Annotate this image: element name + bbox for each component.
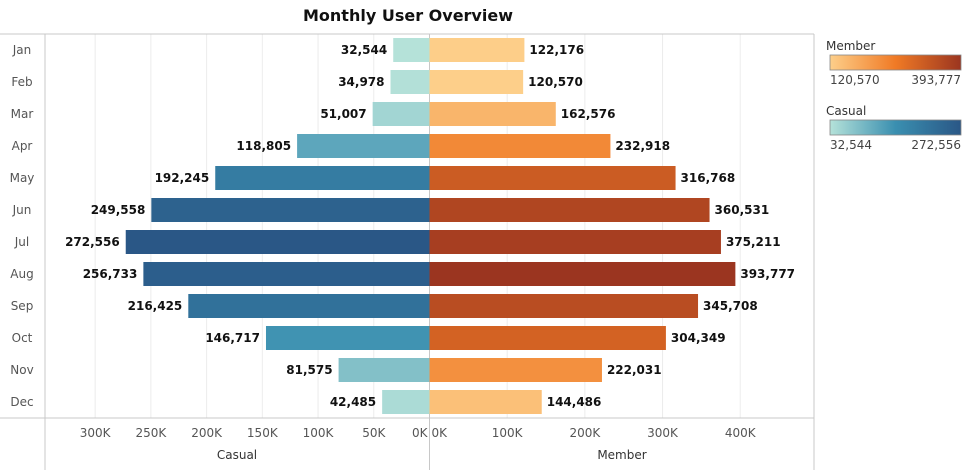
member-tick-label: 200K [569,426,601,440]
member-bar [429,262,736,286]
casual-bar [215,166,430,190]
legend-member-min: 120,570 [830,73,880,87]
member-bar [429,166,676,190]
member-value-label: 360,531 [715,203,770,217]
casual-value-label: 118,805 [236,139,291,153]
member-bar [429,294,699,318]
month-label: Jun [12,203,32,217]
month-label: Aug [10,267,33,281]
legend-member-ramp [829,54,962,71]
legend-casual-max: 272,556 [911,138,961,152]
casual-bar [382,390,430,414]
legend-member: Member 120,570 393,777 [826,39,962,87]
member-axis-label: Member [597,448,646,462]
casual-value-label: 42,485 [330,395,376,409]
casual-bar [125,230,430,254]
month-label: Dec [10,395,33,409]
member-value-label: 345,708 [703,299,758,313]
casual-bar [188,294,430,318]
member-value-label: 232,918 [615,139,670,153]
member-tick-label: 400K [725,426,757,440]
member-value-label: 316,768 [681,171,736,185]
member-bar [429,38,525,62]
grid-layer [94,34,741,418]
month-label: Jul [14,235,29,249]
casual-bar [143,262,430,286]
member-value-label: 304,349 [671,331,726,345]
month-label: Apr [12,139,33,153]
casual-bar [390,70,430,94]
legend-casual-min: 32,544 [830,138,872,152]
casual-bar [265,326,430,350]
month-label: Oct [12,331,33,345]
casual-tick-label: 300K [80,426,112,440]
legend-member-max: 393,777 [911,73,961,87]
casual-value-label: 192,245 [155,171,210,185]
legend-casual-ramp [829,119,962,136]
casual-value-label: 249,558 [91,203,146,217]
member-bar [429,326,666,350]
casual-value-label: 272,556 [65,235,120,249]
casual-bar [297,134,430,158]
casual-bar [338,358,430,382]
casual-axis-label: Casual [217,448,257,462]
month-label: Feb [11,75,32,89]
casual-bar [393,38,430,62]
month-label: Sep [11,299,34,313]
member-bar [429,230,721,254]
month-label: Mar [11,107,34,121]
member-bar [429,102,556,126]
casual-tick-label: 0K [412,426,429,440]
member-value-label: 144,486 [547,395,602,409]
member-value-label: 393,777 [740,267,795,281]
member-tick-label: 300K [647,426,679,440]
casual-value-label: 32,544 [341,43,387,57]
member-value-label: 122,176 [529,43,584,57]
casual-tick-label: 100K [303,426,335,440]
casual-value-label: 81,575 [286,363,332,377]
casual-value-label: 146,717 [205,331,260,345]
member-value-label: 120,570 [528,75,583,89]
legend-member-title: Member [826,39,875,53]
member-value-label: 375,211 [726,235,781,249]
member-bar [429,198,710,222]
legend-casual-title: Casual [826,104,866,118]
casual-bar [372,102,430,126]
member-bar [429,358,602,382]
member-tick-label: 0K [432,426,449,440]
casual-tick-label: 250K [135,426,167,440]
legend-casual: Casual 32,544 272,556 [826,104,962,152]
month-label: Nov [10,363,33,377]
casual-tick-label: 150K [247,426,279,440]
member-bar [429,390,542,414]
member-bar [429,70,524,94]
casual-tick-label: 200K [191,426,223,440]
casual-value-label: 256,733 [83,267,138,281]
casual-tick-label: 50K [362,426,386,440]
bar-layer [125,38,736,414]
casual-value-label: 216,425 [128,299,183,313]
casual-value-label: 34,978 [338,75,384,89]
member-value-label: 222,031 [607,363,662,377]
member-bar [429,134,611,158]
month-label: May [10,171,35,185]
member-value-label: 162,576 [561,107,616,121]
month-label: Jan [12,43,32,57]
axis-layer: Jan Feb Mar Apr May Jun Jul Aug Sep Oct Nov Dec 300K… [10,43,757,440]
label-layer: 32,544 122,176 34,978 120,570 51,007 162,576 1… [65,43,795,409]
chart-title: Monthly User Overview [303,6,513,25]
member-tick-label: 100K [492,426,524,440]
casual-value-label: 51,007 [320,107,366,121]
casual-bar [151,198,430,222]
